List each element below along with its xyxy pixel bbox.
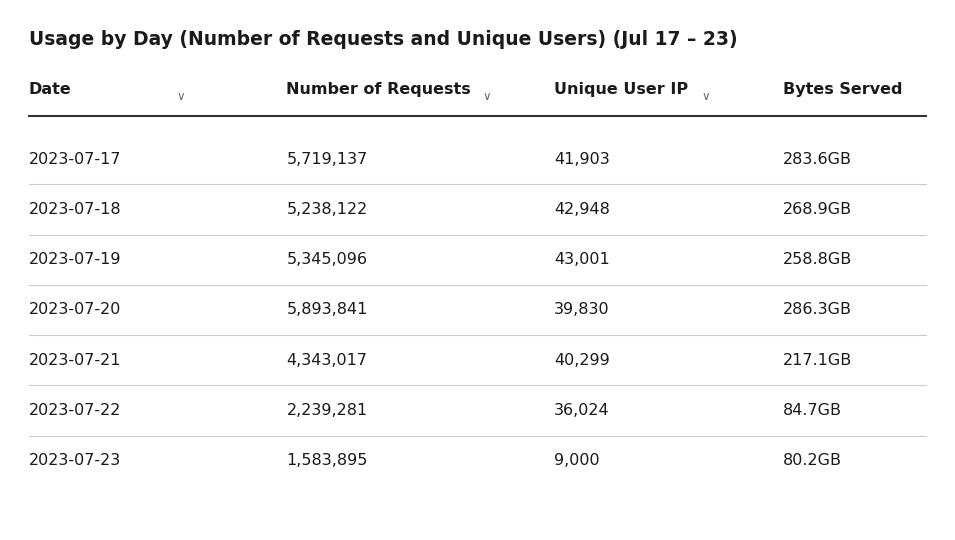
Text: 2023-07-21: 2023-07-21: [29, 353, 121, 368]
Text: 9,000: 9,000: [554, 453, 600, 468]
Text: Usage by Day (Number of Requests and Unique Users) (Jul 17 – 23): Usage by Day (Number of Requests and Uni…: [29, 30, 737, 49]
Text: 283.6GB: 283.6GB: [783, 152, 852, 167]
Text: 4,343,017: 4,343,017: [286, 353, 368, 368]
Text: 2,239,281: 2,239,281: [286, 403, 368, 418]
Text: 41,903: 41,903: [554, 152, 609, 167]
Text: 217.1GB: 217.1GB: [783, 353, 853, 368]
Text: 2023-07-18: 2023-07-18: [29, 202, 121, 217]
Text: ∨: ∨: [177, 90, 185, 103]
Text: 5,345,096: 5,345,096: [286, 252, 368, 267]
Text: 84.7GB: 84.7GB: [783, 403, 842, 418]
Text: 2023-07-19: 2023-07-19: [29, 252, 121, 267]
Text: 2023-07-22: 2023-07-22: [29, 403, 121, 418]
Text: 286.3GB: 286.3GB: [783, 302, 852, 318]
Text: 1,583,895: 1,583,895: [286, 453, 368, 468]
Text: 80.2GB: 80.2GB: [783, 453, 842, 468]
Text: 40,299: 40,299: [554, 353, 609, 368]
Text: 2023-07-17: 2023-07-17: [29, 152, 121, 167]
Text: Unique User IP: Unique User IP: [554, 82, 688, 97]
Text: 5,719,137: 5,719,137: [286, 152, 368, 167]
Text: ∨: ∨: [482, 90, 491, 103]
Text: 268.9GB: 268.9GB: [783, 202, 852, 217]
Text: 39,830: 39,830: [554, 302, 609, 318]
Text: ∨: ∨: [702, 90, 711, 103]
Text: 5,893,841: 5,893,841: [286, 302, 368, 318]
Text: Number of Requests: Number of Requests: [286, 82, 471, 97]
Text: Date: Date: [29, 82, 72, 97]
Text: 2023-07-23: 2023-07-23: [29, 453, 121, 468]
Text: 258.8GB: 258.8GB: [783, 252, 853, 267]
Text: 42,948: 42,948: [554, 202, 610, 217]
Text: 43,001: 43,001: [554, 252, 609, 267]
Text: 2023-07-20: 2023-07-20: [29, 302, 121, 318]
Text: Bytes Served: Bytes Served: [783, 82, 902, 97]
Text: 5,238,122: 5,238,122: [286, 202, 368, 217]
Text: 36,024: 36,024: [554, 403, 609, 418]
